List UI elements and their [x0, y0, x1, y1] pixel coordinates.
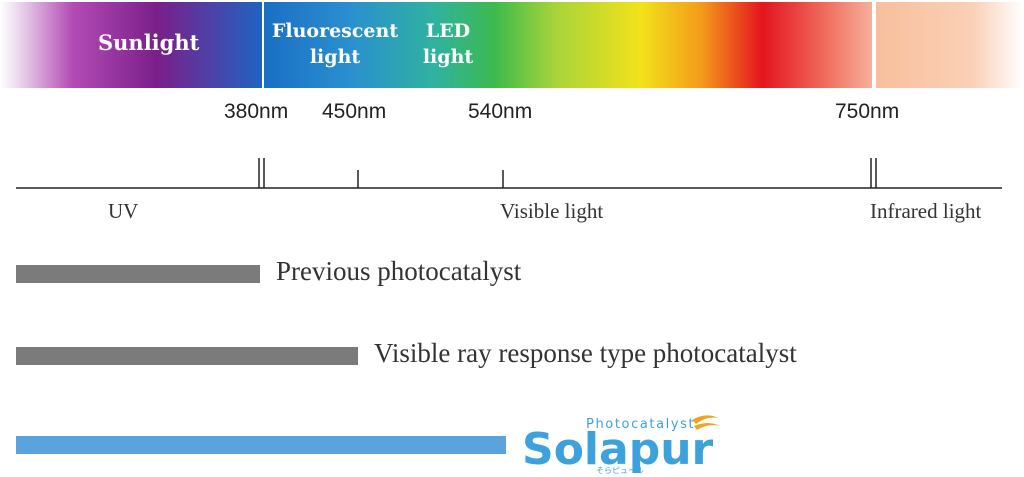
solapur-logo: Photocatalyst Solapur そらピュール: [522, 415, 720, 474]
led-line-1: LED: [425, 20, 471, 42]
visible-gradient: [264, 2, 872, 88]
visible-region-label: Visible light: [500, 199, 604, 223]
uv-gradient: [0, 2, 262, 88]
visible-ray-photocatalyst-label: Visible ray response type photocatalyst: [374, 338, 797, 368]
previous-photocatalyst-label: Previous photocatalyst: [276, 256, 522, 286]
solapur-bar: [16, 436, 506, 454]
fluorescent-line-2: light: [309, 46, 361, 68]
previous-photocatalyst-bar: [16, 265, 260, 283]
logo-tagline: Photocatalyst: [586, 417, 695, 432]
fluorescent-light-label: Fluorescent light: [270, 18, 400, 70]
infrared-region-label: Infrared light: [870, 199, 982, 223]
sunlight-label: Sunlight: [98, 30, 200, 55]
logo-brand: Solapur: [522, 424, 714, 474]
logo-swoosh: [692, 415, 718, 424]
wavelength-450: 450nm: [322, 100, 387, 123]
infrared-gradient: [876, 2, 1024, 88]
wavelength-axis: [16, 158, 1002, 189]
wavelength-750: 750nm: [835, 100, 900, 123]
uv-region-label: UV: [108, 199, 139, 223]
wavelength-540: 540nm: [468, 100, 533, 123]
fluorescent-line-1: Fluorescent: [271, 20, 399, 42]
wavelength-380: 380nm: [224, 100, 289, 123]
spectrum-band: [0, 2, 1024, 88]
logo-swoosh-2: [694, 423, 720, 430]
led-line-2: light: [422, 46, 474, 68]
logo-kana: そらピュール: [596, 466, 644, 474]
visible-ray-photocatalyst-bar: [16, 347, 358, 365]
led-light-label: LED light: [418, 18, 478, 70]
